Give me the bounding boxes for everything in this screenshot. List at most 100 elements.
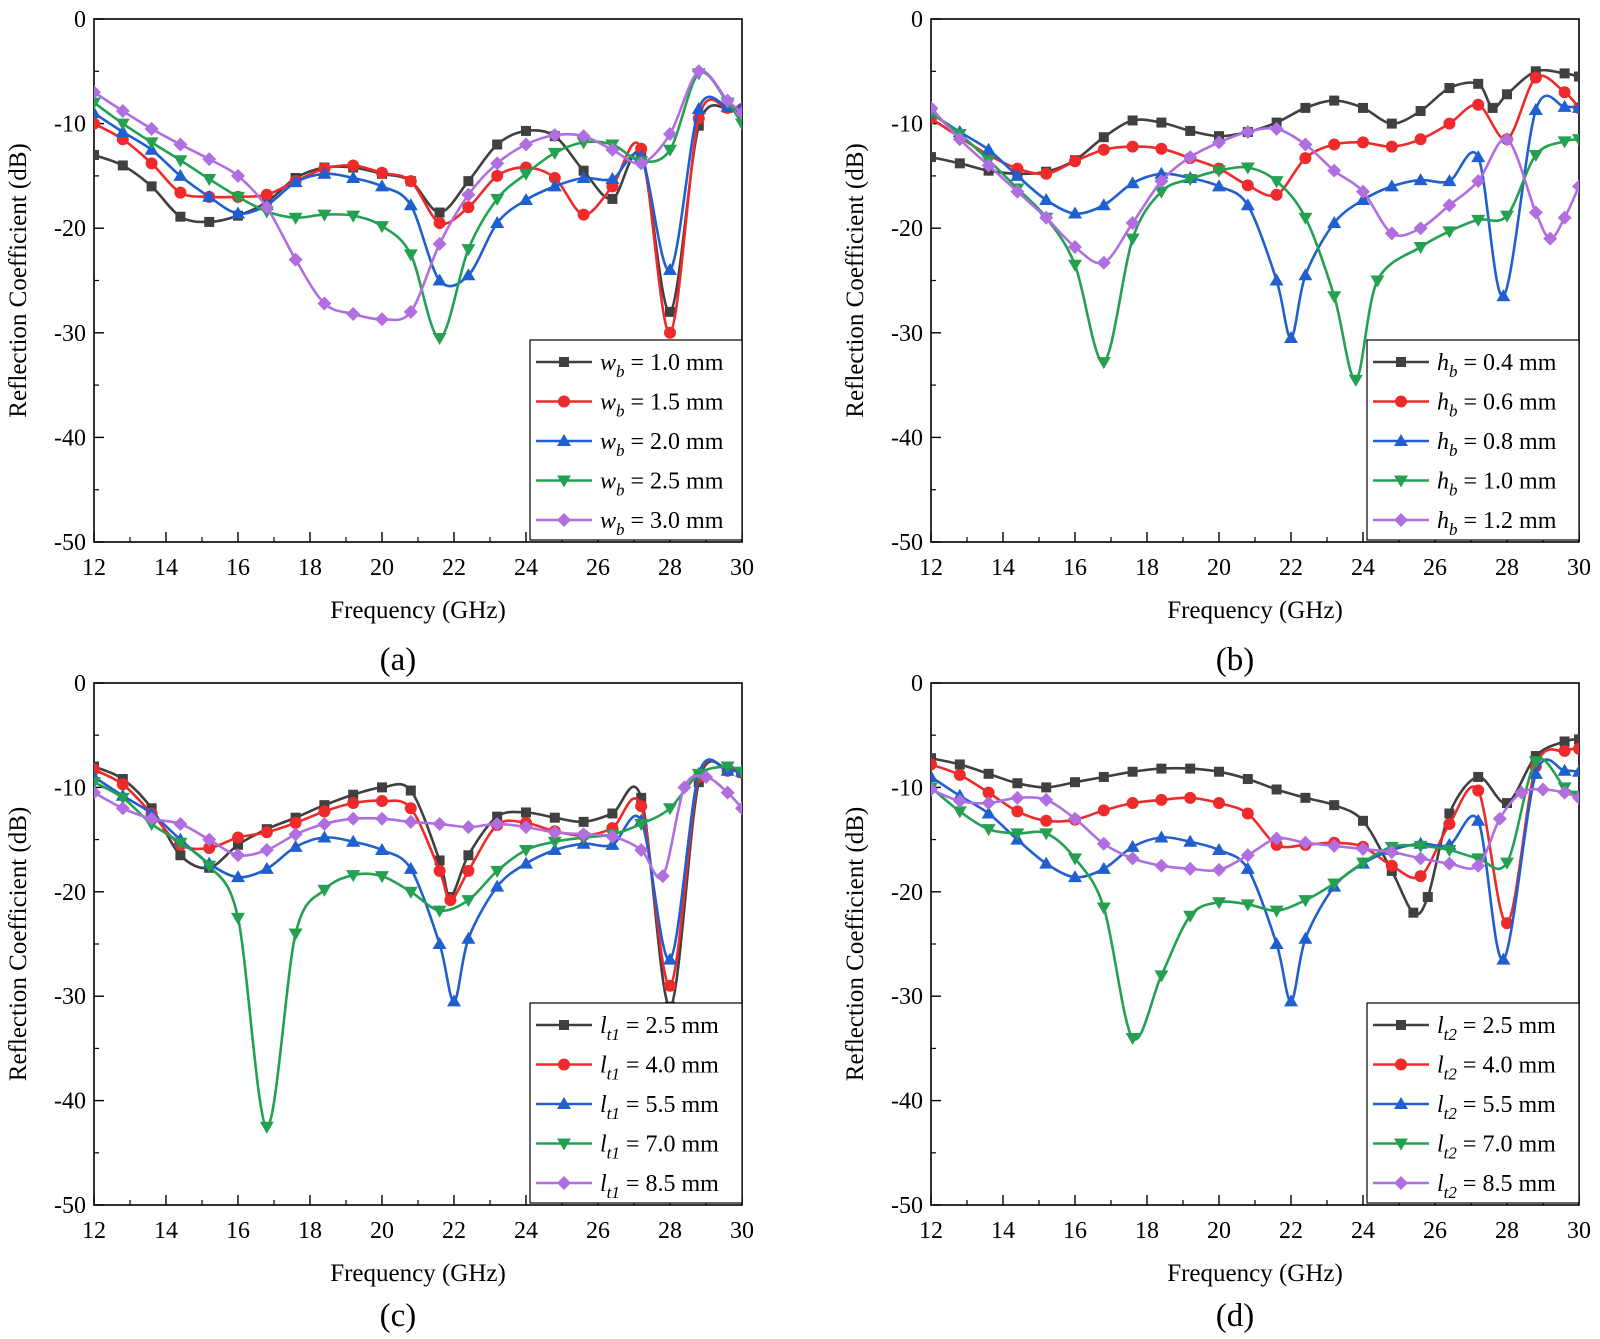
data-point [1558,86,1571,99]
data-point [1183,174,1198,187]
y-axis-label: Reflection Coefficient (dB) [842,143,869,417]
data-point [1413,173,1428,186]
data-point [1487,102,1498,113]
data-point [576,170,591,183]
data-point [403,886,418,899]
data-point [1528,149,1543,162]
data-point [1356,841,1370,856]
data-point [931,753,936,764]
y-tick-label: -30 [54,984,86,1010]
legend-marker [1394,1176,1408,1190]
data-point [434,207,445,218]
data-point [1327,215,1342,228]
y-tick-label: -50 [54,1193,86,1219]
data-point [1096,836,1111,851]
data-point [1574,734,1579,745]
data-point [1039,856,1054,869]
data-point [1242,774,1253,785]
x-tick-label: 18 [1135,555,1159,581]
data-point [1125,1032,1140,1045]
legend-entry-4: lt2 = 8.5 mm [1437,1171,1556,1202]
data-point [931,758,937,771]
data-point [317,884,332,897]
data-point [1068,206,1082,219]
data-point [403,198,418,211]
data-point [634,843,649,858]
data-point [94,85,101,100]
data-point [1492,811,1507,826]
data-point [346,170,361,183]
x-tick-label: 12 [919,555,943,581]
data-point [1528,205,1543,220]
data-point [202,860,217,873]
data-point [663,127,677,142]
x-tick-label: 26 [1423,1218,1447,1244]
legend: lt1 = 2.5 mm lt1 = 4.0 mm lt1 = 5.5 mm lt1 … [529,1002,743,1204]
data-point [1558,744,1571,757]
data-point [1240,861,1255,874]
data-point [1127,766,1138,777]
data-point [444,894,457,907]
data-point [1442,856,1457,871]
data-point [691,64,706,79]
data-point [1155,142,1168,155]
legend-entry-2: hb = 0.8 mm [1437,429,1557,460]
data-point [983,768,994,779]
legend-marker [558,395,570,408]
data-point [981,796,996,811]
legend-marker [1395,1058,1407,1071]
legend-marker [1394,513,1408,527]
data-point [576,827,591,842]
data-point [1096,198,1111,211]
data-point [931,152,936,163]
legend-entry-3: wb = 2.5 mm [600,469,724,500]
legend-marker [1395,395,1407,408]
y-tick-label: -30 [891,321,923,347]
data-point [1557,136,1572,149]
legend-marker [1394,434,1408,446]
data-point [115,124,130,137]
data-point [202,832,217,847]
data-point [1096,861,1111,874]
data-point [655,869,670,884]
data-point [1214,766,1224,777]
data-point [1269,176,1284,189]
data-point [94,777,101,790]
data-point [1442,198,1457,213]
data-point [547,825,562,840]
data-point [375,811,389,826]
data-point [463,176,474,187]
data-point [1039,210,1054,225]
data-point [259,1121,274,1134]
data-point [1269,121,1284,136]
data-point [1154,970,1169,983]
legend-marker [557,434,571,446]
y-tick-label: -40 [54,425,86,451]
data-point [1069,155,1081,168]
data-point [1298,835,1313,850]
x-tick-label: 24 [1351,1218,1375,1244]
data-point [203,841,216,854]
data-point [94,149,99,160]
x-tick-label: 18 [298,555,322,581]
data-point [288,175,303,188]
x-tick-label: 24 [514,555,538,581]
data-point [1154,830,1169,843]
data-point [462,864,475,877]
data-point [1213,797,1225,810]
y-tick-label: -20 [891,880,923,906]
series-line-2 [931,758,1579,1003]
data-point [1127,115,1138,126]
data-point [1413,840,1428,853]
data-point [405,785,416,796]
data-point [1358,815,1368,826]
x-tick-label: 16 [226,1218,250,1244]
data-point [231,168,245,183]
data-point [403,304,418,319]
data-point [931,782,938,797]
data-point [288,827,303,842]
legend-marker [1394,475,1408,488]
y-tick-label: -20 [891,216,923,242]
data-point [521,125,531,136]
data-point [663,144,677,157]
